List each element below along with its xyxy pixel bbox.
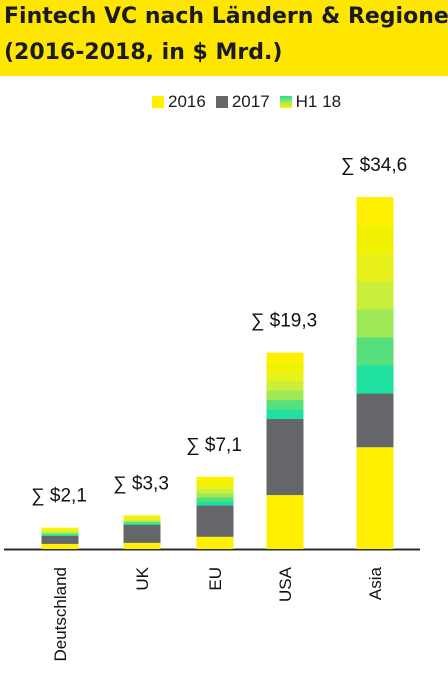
legend-label-2017: 2017 (231, 92, 270, 111)
bar-uk-h118-band-6 (123, 515, 161, 518)
bar-asia-h118-band-3 (356, 281, 394, 310)
bar-eu-h118-band-1 (196, 497, 234, 502)
category-label-usa: USA (276, 566, 295, 602)
bar-eu-h118-band-6 (196, 476, 234, 482)
bar-usa-h118-band-3 (266, 380, 304, 391)
category-label-eu: EU (206, 567, 225, 591)
bar-uk-h118-band-4 (123, 518, 161, 520)
bar-asia-h118-band-5 (356, 225, 394, 254)
bar-eu-h118-band-2 (196, 493, 234, 498)
legend-item-h118: H1 18 (279, 92, 342, 112)
bar-deutschland-2016 (41, 543, 79, 549)
legend-label-h118: H1 18 (295, 92, 342, 111)
legend-item-2017: 2017 (215, 92, 270, 112)
bar-eu-2016 (196, 536, 234, 549)
legend-swatch-h118 (279, 96, 292, 108)
bar-eu-2017 (196, 505, 234, 537)
bar-asia-h118-band-0 (356, 365, 394, 394)
bar-deutschland-h118-band-5 (41, 528, 79, 531)
bar-asia-2017 (356, 393, 394, 448)
total-label-asia: ∑ $34,6 (341, 155, 407, 176)
bar-eu-h118-band-4 (196, 484, 234, 490)
total-label-usa: ∑ $19,3 (251, 311, 317, 332)
legend-swatch-2016 (152, 96, 164, 108)
bar-deutschland-h118-band-2 (41, 532, 79, 534)
bar-usa-2016 (266, 495, 304, 549)
bar-uk-h118-band-3 (123, 519, 161, 521)
bar-asia-h118-band-6 (356, 197, 394, 226)
category-label-deutschland: Deutschland (51, 567, 70, 662)
bar-uk-2017 (123, 524, 161, 543)
bar-asia-2016 (356, 447, 394, 549)
bar-deutschland-h118-band-4 (41, 529, 79, 532)
bar-eu-h118-band-0 (196, 501, 234, 506)
bar-asia-h118-band-2 (356, 309, 394, 338)
bar-usa-h118-band-6 (266, 352, 304, 363)
bar-deutschland-h118-band-1 (41, 533, 79, 535)
category-label-uk: UK (133, 566, 152, 590)
total-label-uk: ∑ $3,3 (113, 473, 169, 494)
total-label-eu: ∑ $7,1 (186, 435, 242, 456)
bar-asia-h118-band-1 (356, 337, 394, 366)
bar-eu-h118-band-5 (196, 480, 234, 486)
bar-usa-h118-band-5 (266, 362, 304, 372)
bar-deutschland-h118-band-3 (41, 531, 79, 533)
bar-deutschland-h118-band-0 (41, 534, 79, 537)
legend-label-2016: 2016 (168, 92, 206, 111)
bar-usa-h118-band-0 (266, 409, 304, 420)
bar-uk-h118-band-1 (123, 521, 161, 524)
bar-deutschland-h118-band-6 (41, 527, 79, 530)
bar-usa-h118-band-1 (266, 399, 304, 410)
bar-uk-h118-band-0 (123, 523, 161, 525)
chart-title-line-2: (2016-2018, in $ Mrd.) (4, 40, 283, 65)
chart-title-line-1: Fintech VC nach Ländern & Regionen (4, 4, 448, 29)
category-label-asia: Asia (366, 566, 385, 600)
bar-uk-2016 (123, 542, 161, 549)
bar-deutschland-2017 (41, 535, 79, 544)
bar-usa-2017 (266, 418, 304, 496)
bar-eu-h118-band-3 (196, 488, 234, 494)
bar-asia-h118-band-4 (356, 253, 394, 282)
bar-uk-h118-band-2 (123, 520, 161, 523)
legend-swatch-2017 (215, 96, 228, 108)
title-band: Fintech VC nach Ländern & Regionen (2016… (0, 0, 448, 76)
legend: 2016 2017 H1 18 (152, 92, 351, 112)
bar-uk-h118-band-5 (123, 516, 161, 519)
bar-usa-h118-band-2 (266, 390, 304, 401)
total-label-deutschland: ∑ $2,1 (31, 486, 87, 507)
legend-item-2016: 2016 (152, 92, 206, 112)
bar-usa-h118-band-4 (266, 371, 304, 382)
